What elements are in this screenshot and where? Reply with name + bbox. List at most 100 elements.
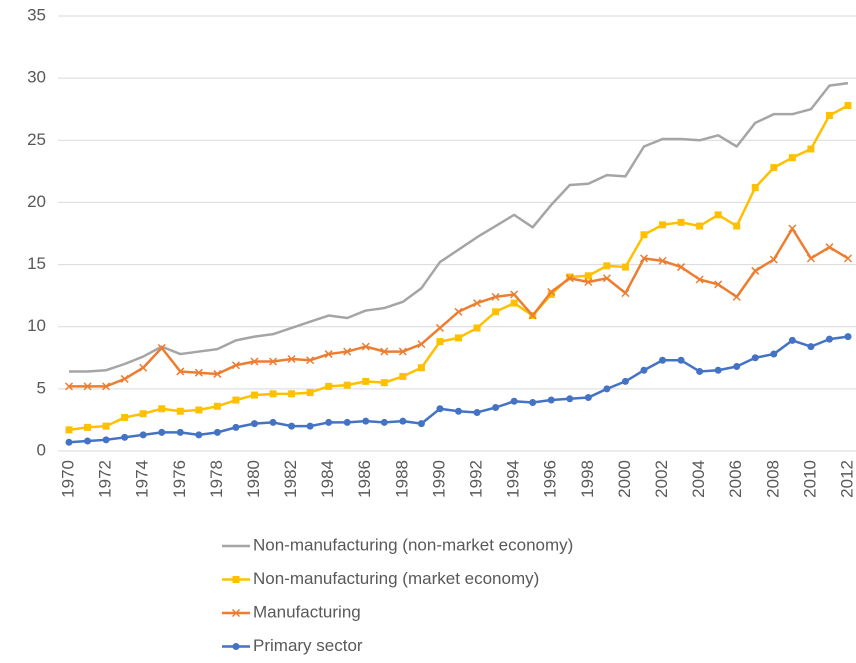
marker	[491, 292, 500, 301]
marker	[806, 254, 815, 263]
x-tick-label: 1986	[355, 460, 374, 498]
marker	[510, 397, 518, 405]
marker	[139, 363, 148, 372]
marker	[158, 428, 166, 436]
marker	[84, 437, 92, 445]
marker	[621, 263, 629, 271]
marker	[658, 256, 667, 265]
marker	[194, 368, 203, 377]
marker	[121, 413, 129, 421]
y-tick-label: 20	[27, 192, 46, 211]
marker	[473, 408, 481, 416]
marker	[139, 431, 147, 439]
marker	[492, 404, 500, 411]
marker	[306, 389, 314, 397]
x-tick-label: 1984	[318, 460, 337, 498]
marker	[269, 418, 277, 426]
marker	[288, 422, 296, 430]
marker	[566, 395, 574, 403]
marker	[102, 382, 111, 391]
marker	[325, 418, 333, 426]
marker	[528, 311, 537, 320]
y-tick-label: 15	[27, 254, 46, 273]
marker	[733, 362, 741, 370]
x-tick-label: 1972	[96, 460, 115, 498]
marker	[398, 347, 407, 356]
marker	[399, 372, 407, 380]
legend-marker	[232, 643, 240, 650]
y-tick-label: 30	[27, 68, 46, 87]
marker	[677, 263, 686, 272]
marker	[770, 164, 778, 172]
marker	[455, 407, 462, 415]
marker	[362, 377, 370, 385]
marker	[844, 101, 852, 109]
marker	[120, 374, 129, 383]
marker	[417, 420, 425, 428]
x-tick-label: 1996	[541, 460, 560, 498]
legend-label: Non-manufacturing (market economy)	[253, 569, 539, 588]
marker	[603, 262, 611, 270]
marker	[306, 356, 315, 365]
marker	[696, 367, 704, 375]
y-tick-label: 35	[27, 5, 46, 24]
marker	[213, 428, 221, 436]
x-tick-label: 2010	[800, 460, 819, 498]
x-tick-label: 2000	[615, 460, 634, 498]
marker	[844, 333, 852, 341]
marker	[788, 154, 796, 162]
marker	[510, 290, 519, 299]
x-tick-label: 1970	[58, 460, 77, 498]
marker	[343, 381, 351, 389]
y-tick-label: 25	[27, 130, 46, 149]
x-tick-label: 2006	[726, 460, 745, 498]
marker	[529, 399, 537, 407]
marker	[250, 357, 259, 366]
marker	[751, 266, 760, 275]
marker	[436, 405, 444, 413]
marker	[195, 431, 203, 439]
marker	[380, 379, 388, 387]
marker	[770, 350, 778, 358]
legend-marker	[231, 608, 241, 618]
marker	[176, 367, 185, 376]
marker	[232, 396, 240, 404]
marker	[714, 280, 723, 289]
marker	[399, 417, 407, 425]
marker	[83, 382, 92, 391]
marker	[733, 222, 741, 230]
marker	[677, 218, 685, 226]
marker	[788, 336, 796, 344]
y-tick-label: 0	[37, 440, 46, 459]
marker	[602, 274, 611, 283]
marker	[825, 243, 834, 252]
marker	[380, 418, 388, 426]
marker	[231, 361, 240, 370]
marker	[435, 323, 444, 332]
marker	[343, 418, 351, 426]
marker	[659, 221, 667, 229]
marker	[288, 390, 296, 398]
marker	[714, 211, 722, 219]
marker	[325, 382, 333, 390]
legend-label: Non-manufacturing (non-market economy)	[253, 535, 573, 554]
marker	[436, 338, 444, 346]
marker	[324, 350, 333, 359]
marker	[102, 422, 110, 430]
marker	[102, 436, 110, 444]
marker	[380, 347, 389, 356]
marker	[268, 357, 278, 366]
x-tick-label: 2012	[837, 460, 856, 498]
marker	[640, 366, 648, 374]
marker	[807, 145, 815, 153]
y-tick-label: 10	[27, 316, 46, 335]
marker	[825, 111, 833, 119]
marker	[807, 343, 815, 351]
y-tick-label: 5	[37, 378, 46, 397]
x-tick-label: 1998	[578, 460, 597, 498]
marker	[473, 324, 481, 332]
marker	[250, 420, 258, 428]
marker	[64, 382, 74, 391]
x-tick-label: 2002	[652, 460, 671, 498]
